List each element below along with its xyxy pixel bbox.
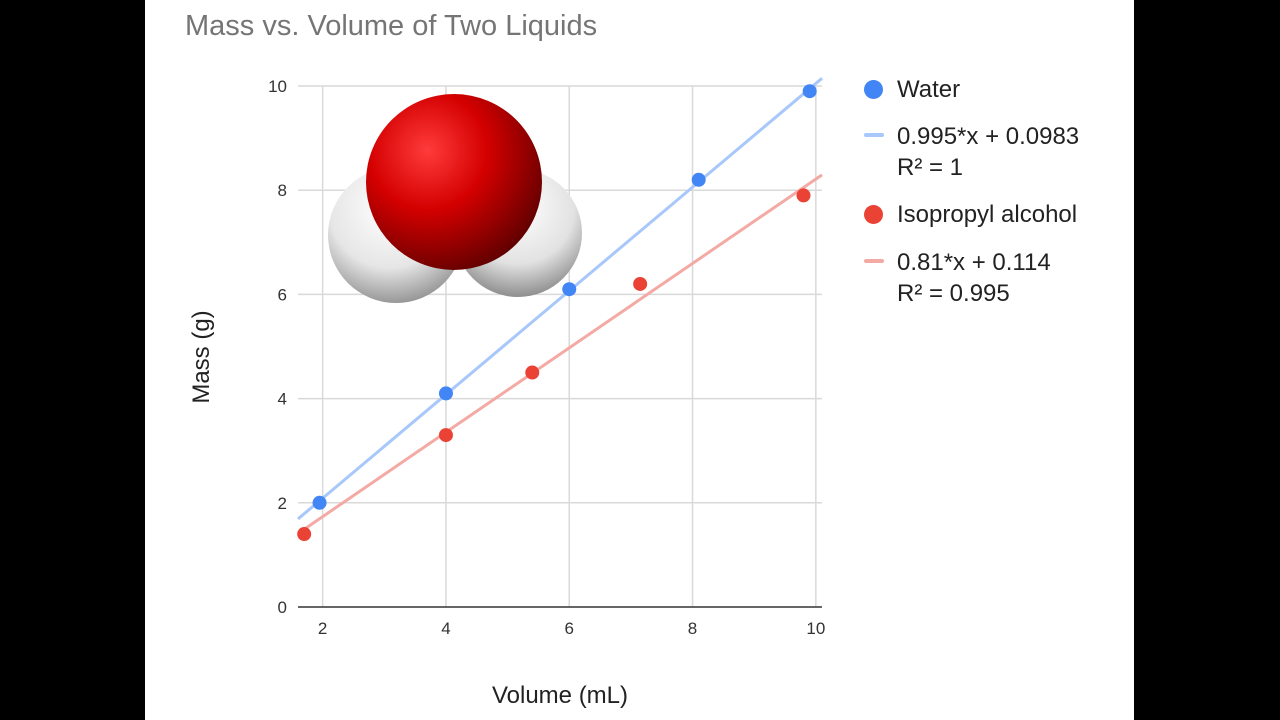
y-tick-label-8: 8 [278, 181, 287, 200]
isopropyl-point-2 [525, 365, 540, 380]
isopropyl-marker-icon [864, 205, 883, 224]
x-tick-label-2: 2 [318, 619, 327, 638]
oxygen-atom [366, 94, 542, 270]
legend-label-isopropyl: Isopropyl alcohol [897, 201, 1078, 228]
x-tick-label-4: 4 [441, 619, 450, 638]
y-tick-label-6: 6 [278, 285, 287, 304]
water-point-2 [562, 282, 577, 297]
water-trendline-icon [864, 133, 884, 137]
isopropyl-point-0 [297, 527, 312, 542]
x-tick-label-10: 10 [806, 619, 825, 638]
data-points [297, 84, 817, 542]
water-point-1 [438, 386, 453, 401]
trendline-isopropyl [297, 173, 823, 535]
water-molecule-image [328, 94, 582, 303]
x-tick-label-8: 8 [688, 619, 697, 638]
x-tick-label-6: 6 [565, 619, 574, 638]
isopropyl-trendline-icon [864, 259, 884, 263]
trendlines [297, 77, 823, 535]
water-marker-icon [864, 80, 883, 99]
legend-isopropyl-r2: R² = 0.995 [897, 280, 1010, 307]
legend-label-water: Water [897, 76, 961, 103]
legend-water-r2: R² = 1 [897, 154, 964, 181]
trendline-water [297, 77, 823, 521]
water-point-3 [691, 172, 706, 187]
water-point-4 [802, 84, 817, 99]
x-axis-label: Volume (mL) [492, 682, 628, 709]
y-tick-label-10: 10 [268, 77, 287, 96]
isopropyl-point-3 [633, 276, 648, 291]
y-tick-label-2: 2 [278, 494, 287, 513]
water-point-0 [312, 495, 327, 510]
legend-water-equation: 0.995*x + 0.0983 [897, 123, 1080, 150]
axis-labels: 0 2 4 6 8 10 2 4 6 8 10 Volume (mL) Mass (g) [188, 77, 825, 709]
chart-canvas [145, 0, 1134, 720]
y-axis-label: Mass (g) [188, 310, 215, 403]
y-tick-label-4: 4 [278, 390, 287, 409]
y-tick-label-0: 0 [278, 598, 287, 617]
chart-title: Mass vs. Volume of Two Liquids [185, 10, 598, 42]
isopropyl-point-1 [438, 428, 453, 443]
legend-isopropyl-equation: 0.81*x + 0.114 [897, 249, 1051, 276]
isopropyl-point-4 [796, 188, 811, 203]
